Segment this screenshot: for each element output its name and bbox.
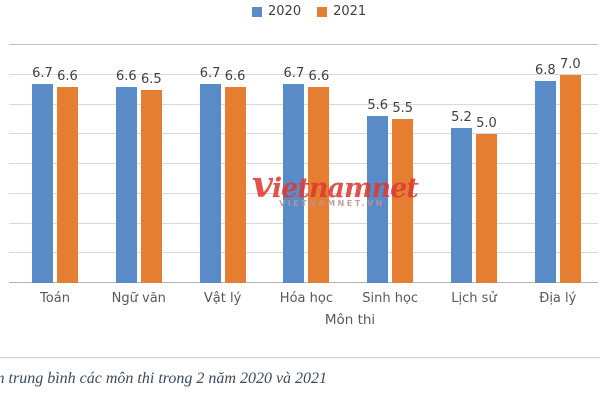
category-label-2: Ngữ văn [111, 291, 166, 306]
legend-label-2020: 2020 [268, 4, 302, 19]
category-label-5: Sinh học [362, 291, 419, 306]
legend-swatch-2020 [252, 6, 262, 17]
gridline-8 [9, 44, 598, 45]
bar-2021-2 [140, 89, 162, 283]
category-label-4: Hóa học [279, 291, 333, 306]
chart-legend: 2020 2021 [252, 4, 366, 19]
data-label-2020-1: 6.7 [32, 65, 53, 81]
data-label-2021-6: 5.0 [476, 116, 497, 132]
bar-2020-5 [367, 116, 389, 283]
legend-label-2021: 2021 [333, 4, 367, 19]
data-label-2020-2: 6.6 [115, 68, 137, 84]
gridline-7 [9, 73, 598, 75]
legend-swatch-2021 [317, 6, 328, 17]
bar-2020-6 [451, 128, 472, 283]
bar-2021-7 [559, 74, 581, 283]
bar-2021-6 [476, 134, 497, 283]
data-label-2020-6: 5.2 [451, 110, 472, 126]
data-label-2021-2: 6.5 [140, 71, 162, 87]
bar-2021-4 [308, 86, 330, 283]
category-label-3: Vật lý [203, 291, 242, 306]
legend-item-2021: 2021 [317, 4, 366, 19]
footer-divider [0, 357, 600, 358]
category-label-7: Địa lý [539, 291, 577, 306]
bar-2020-4 [283, 83, 305, 283]
data-label-2021-7: 7.0 [559, 56, 581, 72]
data-label-2020-3: 6.7 [199, 65, 221, 81]
data-label-2021-4: 6.6 [308, 68, 330, 84]
figure-caption: m trung bình các môn thi trong 2 năm 202… [0, 370, 328, 387]
x-axis-title: Môn thi [324, 312, 376, 328]
plot-area: 6.7 6.6 6.7 6.7 5.6 5.2 6.8 6.6 6.5 6.6 6.6 5.5 5.0 7… [9, 44, 598, 283]
bar-2021-3 [224, 86, 246, 283]
bar-2020-3 [199, 83, 221, 283]
data-label-2020-7: 6.8 [534, 62, 556, 78]
data-label-2021-5: 5.5 [392, 101, 414, 117]
data-label-2021-3: 6.6 [224, 68, 246, 84]
bar-2021-5 [392, 119, 414, 283]
category-label-6: Lịch sử [451, 291, 497, 306]
bar-2020-1 [32, 83, 53, 283]
data-label-2021-1: 6.6 [57, 68, 78, 84]
category-label-1: Toán [40, 291, 70, 306]
legend-item-2020: 2020 [252, 4, 301, 19]
bar-2020-7 [534, 80, 556, 283]
data-label-2020-4: 6.7 [283, 65, 305, 81]
bar-2020-2 [115, 86, 137, 283]
data-label-2020-5: 5.6 [367, 98, 389, 114]
bar-2021-1 [57, 86, 78, 283]
